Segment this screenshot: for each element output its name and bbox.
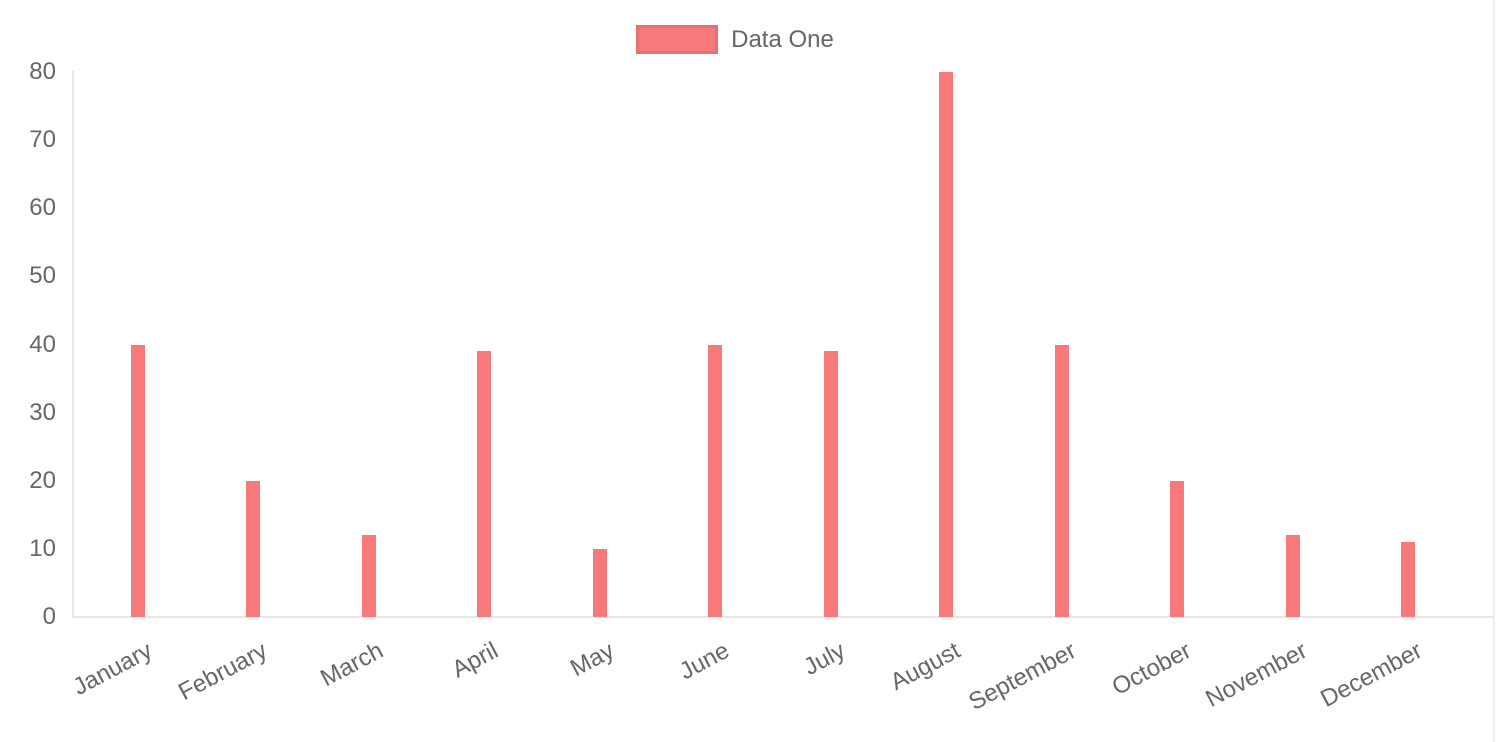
legend-swatch-icon — [636, 25, 719, 54]
bar-november[interactable] — [1285, 535, 1300, 617]
bar-august[interactable] — [939, 72, 954, 617]
bar-february[interactable] — [246, 480, 261, 617]
y-tick-label-50: 50 — [29, 262, 56, 290]
y-tick-label-0: 0 — [42, 603, 56, 630]
bar-march[interactable] — [361, 535, 376, 617]
bar-april[interactable] — [477, 351, 492, 617]
bar-july[interactable] — [823, 351, 838, 617]
y-tick-label-60: 60 — [29, 194, 56, 222]
x-axis-line — [72, 616, 1494, 618]
y-axis-line — [72, 71, 74, 618]
bar-january[interactable] — [130, 344, 145, 617]
bar-september[interactable] — [1054, 344, 1069, 617]
bar-june[interactable] — [708, 344, 723, 617]
container-right-border — [1493, 0, 1495, 742]
y-tick-label-10: 10 — [29, 534, 56, 562]
y-tick-label-80: 80 — [29, 58, 56, 85]
y-tick-label-40: 40 — [29, 330, 56, 358]
chart-legend: Data One — [0, 25, 1470, 54]
legend-item-data-one[interactable]: Data One — [636, 25, 834, 54]
bar-october[interactable] — [1170, 480, 1185, 617]
bar-december[interactable] — [1401, 542, 1416, 617]
bar-may[interactable] — [592, 548, 607, 617]
legend-label: Data One — [731, 26, 834, 53]
y-tick-label-70: 70 — [29, 126, 56, 154]
y-tick-label-30: 30 — [29, 398, 56, 426]
y-tick-label-20: 20 — [29, 466, 56, 494]
